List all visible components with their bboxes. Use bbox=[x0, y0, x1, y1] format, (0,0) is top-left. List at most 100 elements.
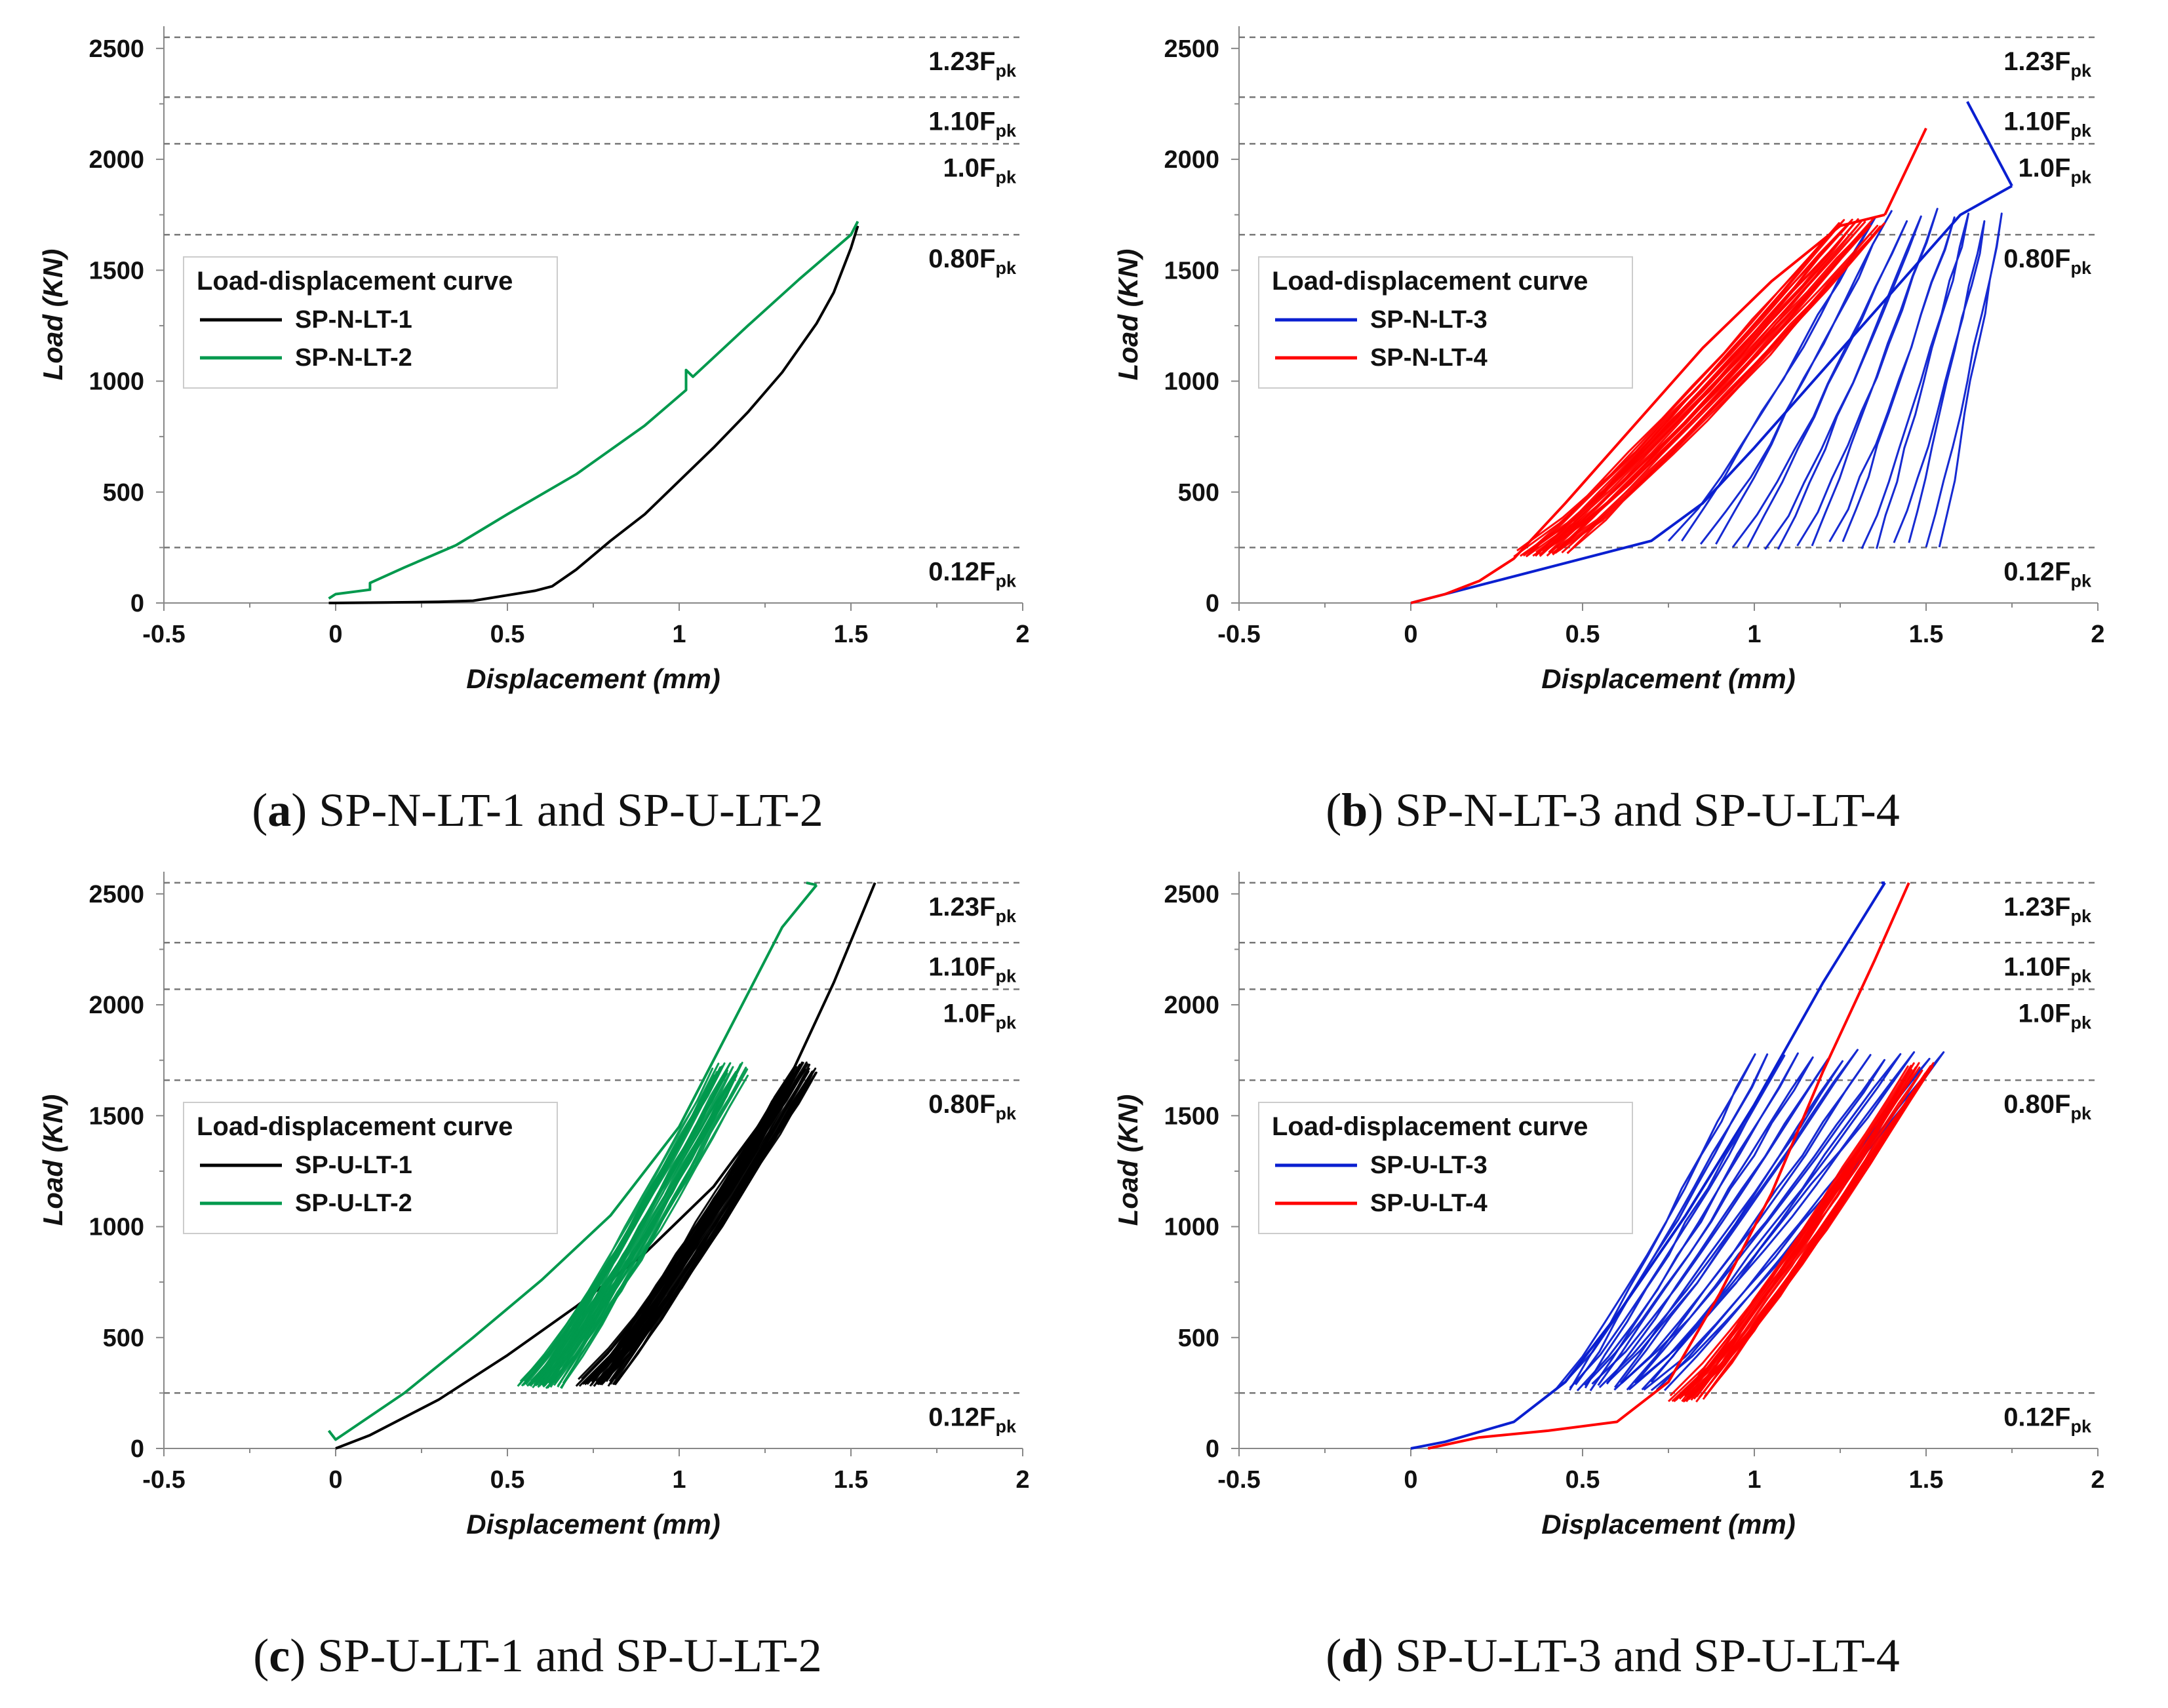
cycle-loop bbox=[523, 1066, 722, 1382]
y-tick-label: 1000 bbox=[1164, 368, 1219, 396]
ref-label: 1.23Fpk bbox=[2003, 47, 2092, 81]
series-line bbox=[1410, 213, 1885, 604]
series-SP-U-LT-2 bbox=[327, 881, 818, 1441]
panel-d: 1.23Fpk 1.10Fpk 1.0Fpk 0.80Fpk 0.12Fpk 0 500 10… bbox=[1088, 845, 2137, 1682]
legend-label: SP-N-LT-2 bbox=[295, 344, 412, 372]
cycle-loop bbox=[1667, 1065, 1909, 1403]
chart-a: 1.23Fpk1.10Fpk1.0Fpk0.80Fpk0.12Fpk050010… bbox=[37, 26, 1030, 694]
x-tick-label: -0.5 bbox=[1217, 621, 1260, 648]
cycle-loop bbox=[1621, 1058, 1885, 1384]
x-tick-label: 0 bbox=[1404, 1466, 1417, 1494]
legend-title: Load-displacement curve bbox=[1272, 267, 1588, 296]
x-tick-label: 1.5 bbox=[834, 621, 869, 648]
cycle-loop bbox=[526, 1062, 726, 1387]
legend-title: Load-displacement curve bbox=[197, 1112, 513, 1141]
series-line bbox=[327, 884, 818, 1441]
caption-d: (d) SP-U-LT-3 and SP-U-LT-4 bbox=[1326, 1629, 1900, 1682]
y-tick-label: 2500 bbox=[1164, 35, 1219, 63]
y-tick-label: 2500 bbox=[89, 881, 144, 908]
panel-b: 1.23Fpk 1.10Fpk 1.0Fpk 0.80Fpk 0.12Fpk 0 500 10… bbox=[1088, 0, 2137, 836]
peak-segment bbox=[1966, 101, 2013, 187]
y-axis-title: Load (KN) bbox=[1113, 249, 1143, 381]
ref-label: 1.0Fpk bbox=[2018, 153, 2092, 187]
caption-c: (c) SP-U-LT-1 and SP-U-LT-2 bbox=[253, 1629, 822, 1682]
series-SP-U-LT-3 bbox=[1410, 881, 1945, 1450]
panel-c: 1.23Fpk 1.10Fpk 1.0Fpk 0.80Fpk 0.12Fpk 0 500 10… bbox=[13, 845, 1062, 1682]
series-line bbox=[328, 220, 859, 600]
y-tick-label: 0 bbox=[130, 1435, 144, 1463]
y-tick-label: 1500 bbox=[89, 257, 144, 284]
chart-c: 1.23Fpk1.10Fpk1.0Fpk0.80Fpk0.12Fpk050010… bbox=[37, 872, 1030, 1540]
x-tick-label: 0.5 bbox=[490, 1466, 525, 1494]
cycle-loop bbox=[1691, 1062, 1935, 1397]
y-tick-label: 500 bbox=[1178, 479, 1219, 507]
legend-label: SP-N-LT-1 bbox=[295, 306, 412, 334]
legend-box bbox=[183, 1102, 558, 1234]
cycle-loop bbox=[1529, 218, 1859, 552]
cycle-loop bbox=[1598, 1060, 1843, 1388]
x-tick-label: 2 bbox=[1015, 621, 1029, 648]
x-axis-title: Displacement (mm) bbox=[1541, 1509, 1795, 1540]
legend-label: SP-N-LT-3 bbox=[1370, 306, 1488, 334]
cycle-loop bbox=[1731, 220, 1908, 548]
cycle-loop bbox=[602, 1072, 817, 1382]
x-tick-label: -0.5 bbox=[1217, 1466, 1260, 1494]
ref-label: 0.80Fpk bbox=[2003, 244, 2092, 278]
y-tick-label: 1000 bbox=[1164, 1214, 1219, 1241]
ref-label: 1.23Fpk bbox=[928, 47, 1017, 81]
ref-label: 1.10Fpk bbox=[928, 952, 1017, 986]
cycle-loop bbox=[578, 1064, 797, 1380]
cycle-loop bbox=[1554, 222, 1885, 554]
ref-label: 0.12Fpk bbox=[2003, 557, 2092, 591]
chart-b: 1.23Fpk1.10Fpk1.0Fpk0.80Fpk0.12Fpk050010… bbox=[1113, 26, 2105, 694]
legend-label: SP-U-LT-3 bbox=[1370, 1152, 1488, 1179]
ref-label: 1.0Fpk bbox=[2018, 999, 2092, 1032]
ref-label: 0.80Fpk bbox=[928, 1090, 1017, 1123]
y-tick-label: 1000 bbox=[89, 368, 144, 396]
cycle-loop bbox=[1861, 212, 1970, 549]
x-tick-label: 0 bbox=[328, 1466, 342, 1494]
cycle-loop bbox=[1669, 1069, 1913, 1397]
legend-label: SP-U-LT-2 bbox=[295, 1190, 412, 1217]
x-tick-label: 1 bbox=[1747, 1466, 1761, 1494]
y-tick-label: 0 bbox=[130, 590, 144, 617]
cycle-loop bbox=[1569, 1055, 1786, 1389]
x-tick-label: 0.5 bbox=[490, 621, 525, 648]
ref-label: 0.12Fpk bbox=[928, 557, 1017, 591]
legend-box bbox=[1258, 1102, 1633, 1234]
legend-title: Load-displacement curve bbox=[1272, 1112, 1588, 1141]
cycle-loop bbox=[1516, 219, 1845, 552]
y-tick-label: 2000 bbox=[89, 992, 144, 1019]
cycle-loop bbox=[1636, 1051, 1916, 1383]
caption-b: (b) SP-N-LT-3 and SP-U-LT-4 bbox=[1326, 784, 1900, 836]
x-tick-label: -0.5 bbox=[142, 1466, 185, 1494]
cycle-loop bbox=[1828, 216, 1956, 543]
y-tick-label: 1000 bbox=[89, 1214, 144, 1241]
ref-label: 0.80Fpk bbox=[2003, 1090, 2092, 1123]
cycle-loop bbox=[543, 1062, 743, 1387]
y-tick-label: 1500 bbox=[1164, 1102, 1219, 1130]
cycle-loop bbox=[547, 1074, 749, 1384]
chart-d: 1.23Fpk1.10Fpk1.0Fpk0.80Fpk0.12Fpk050010… bbox=[1113, 872, 2105, 1540]
ref-label: 1.23Fpk bbox=[928, 893, 1017, 926]
series-SP-N-LT-4 bbox=[1410, 127, 1927, 604]
y-tick-label: 1500 bbox=[89, 1102, 144, 1130]
ref-label: 0.12Fpk bbox=[2003, 1403, 2092, 1436]
cycle-loop bbox=[581, 1063, 801, 1385]
x-tick-label: 0 bbox=[328, 621, 342, 648]
x-tick-label: 1 bbox=[672, 1466, 686, 1494]
cycle-loop bbox=[1671, 1064, 1912, 1403]
ref-label: 1.0Fpk bbox=[943, 999, 1017, 1032]
series-SP-N-LT-2 bbox=[328, 220, 859, 600]
cycle-loop bbox=[1796, 208, 1939, 547]
legend-label: SP-N-LT-4 bbox=[1370, 344, 1488, 372]
series-SP-N-LT-1 bbox=[328, 225, 859, 604]
y-tick-label: 1500 bbox=[1164, 257, 1219, 284]
y-axis-title: Load (KN) bbox=[37, 249, 68, 381]
x-axis-title: Displacement (mm) bbox=[1541, 663, 1795, 694]
cycle-loop bbox=[1628, 1053, 1902, 1391]
cycle-loop bbox=[1545, 217, 1875, 551]
cycle-loop bbox=[1678, 1062, 1920, 1400]
cycle-loop bbox=[1535, 221, 1866, 553]
